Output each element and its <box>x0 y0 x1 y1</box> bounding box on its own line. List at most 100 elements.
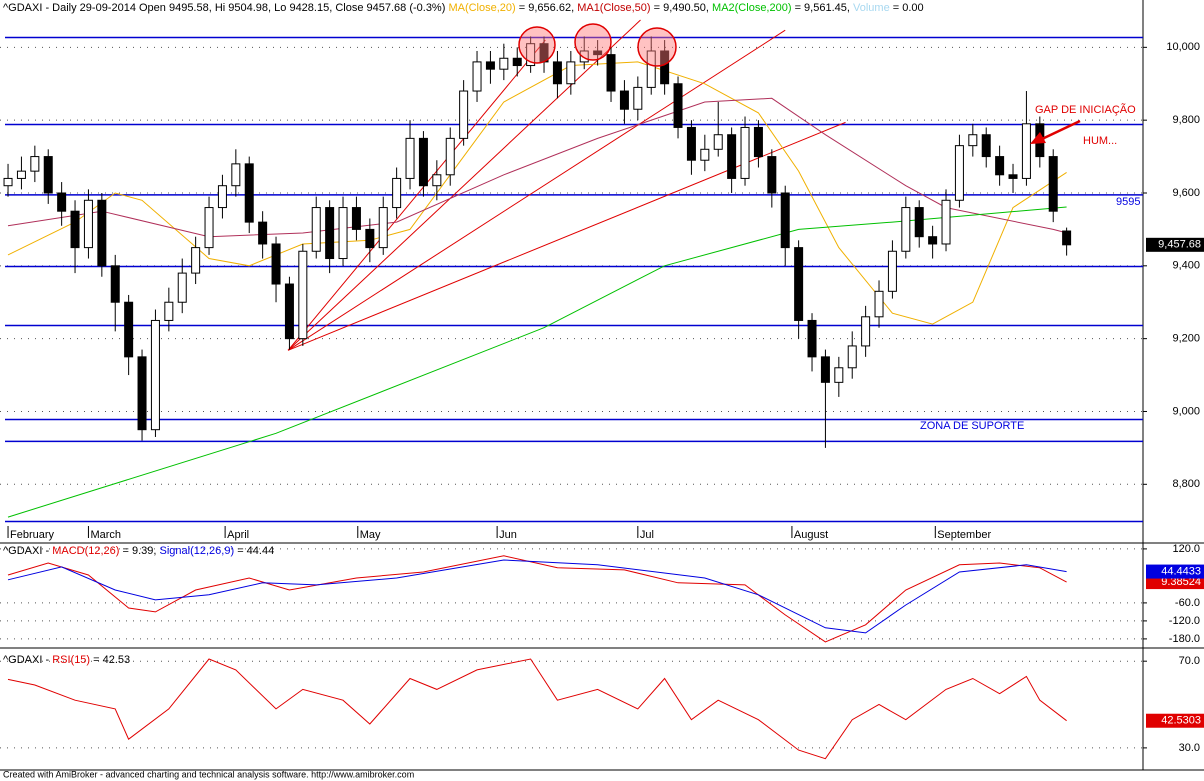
candle-body <box>311 207 321 252</box>
candle-body <box>244 163 254 223</box>
candle-body <box>30 156 40 172</box>
candle-body <box>780 192 790 249</box>
header-title: ^GDAXI - <box>3 545 49 557</box>
candle-body <box>901 207 911 252</box>
candle-body <box>445 137 455 176</box>
candle-body <box>204 207 214 249</box>
candle-body <box>673 83 683 128</box>
candle-body <box>794 247 804 321</box>
x-tick-label: May <box>360 529 381 541</box>
y-tick-label: -120.0 <box>1169 615 1200 627</box>
candle-body <box>258 221 268 245</box>
y-tick-label: 10,000 <box>1166 41 1200 53</box>
candle-body <box>16 170 26 179</box>
candle-body <box>928 236 938 245</box>
y-tick-label: 120.0 <box>1172 543 1200 555</box>
candle-body <box>968 134 978 147</box>
candle-body <box>753 126 763 158</box>
candle-body <box>70 210 80 249</box>
candle-body <box>1048 156 1058 212</box>
candle-body <box>432 174 442 187</box>
annotation: 9595 <box>1116 196 1140 208</box>
trend-line <box>287 29 786 351</box>
candle-body <box>847 345 857 369</box>
series-line <box>7 97 1067 238</box>
header: ^GDAXI - Daily 29-09-2014 Open 9495.58, … <box>3 2 924 14</box>
candle-body <box>164 301 174 321</box>
legend-entry: MACD(12,26) <box>52 545 119 557</box>
annotation: ZONA DE SUPORTE <box>920 420 1024 432</box>
candle-body <box>57 192 67 212</box>
trend-line <box>287 19 641 351</box>
candle-body <box>633 86 643 110</box>
series-line <box>7 555 1067 643</box>
candle-body <box>231 163 241 187</box>
candle-body <box>177 272 187 303</box>
value-box-label: 44.4433 <box>1161 565 1201 577</box>
y-tick-label: 9,800 <box>1172 114 1200 126</box>
legend-entry: MA(Close,20) <box>448 2 515 14</box>
candle-body <box>418 137 428 187</box>
candle-body <box>150 319 160 431</box>
trend-line <box>287 121 846 351</box>
value-box-label: 9,457.68 <box>1158 239 1201 251</box>
value-box-label: 9.38524 <box>1161 576 1201 588</box>
candle-body <box>619 90 629 110</box>
candle-body <box>298 250 308 340</box>
candle-body <box>807 319 817 358</box>
candle-body <box>981 134 991 158</box>
readout: = 44.44 <box>237 545 274 557</box>
header-title: ^GDAXI - <box>3 654 49 666</box>
readout: = 0.00 <box>893 2 924 14</box>
x-tick-label: Jul <box>640 529 654 541</box>
annotation: GAP DE INICIAÇÃO <box>1035 103 1136 116</box>
footer: Created with AmiBroker - advanced charti… <box>3 769 414 779</box>
candle-body <box>1021 123 1031 179</box>
x-tick-label: April <box>227 529 249 541</box>
value-box <box>1146 564 1204 579</box>
candle-body <box>83 199 93 249</box>
candle-body <box>954 145 964 201</box>
series-line <box>7 559 1067 634</box>
candle-body <box>43 156 53 194</box>
y-tick-label: -180.0 <box>1169 633 1200 645</box>
candle-body <box>284 283 294 340</box>
readout: = 42.53 <box>93 654 130 666</box>
header: ^GDAXI - MACD(12,26) = 9.39, Signal(12,2… <box>3 545 274 557</box>
header-title: ^GDAXI - Daily 29-09-2014 Open 9495.58, … <box>3 2 445 14</box>
legend-entry: MA2(Close,200) <box>712 2 791 14</box>
value-box <box>1146 575 1204 590</box>
candle-body <box>660 50 670 85</box>
candle-body <box>405 137 415 179</box>
candle-body <box>97 199 107 267</box>
series-line <box>7 61 1067 325</box>
candle-body <box>338 207 348 260</box>
candle-body <box>861 316 871 347</box>
arrow <box>1041 119 1081 141</box>
candle-body <box>1008 174 1018 179</box>
candle-body <box>606 54 616 92</box>
candle-body <box>820 356 830 383</box>
series-line <box>7 658 1067 760</box>
candle-body <box>217 185 227 209</box>
marks: 8,800 9,000 9,200 9,400 9,600 9,800 10,000 Febr… <box>0 19 1204 760</box>
x-tick-label: March <box>90 529 121 541</box>
y-tick-label: 9,200 <box>1172 333 1200 345</box>
x-tick-label: September <box>937 529 991 541</box>
candle-body <box>124 301 134 358</box>
x-tick-label: February <box>10 529 55 541</box>
candle-body <box>351 207 361 230</box>
arrow-head <box>1030 132 1046 144</box>
candle-body <box>834 367 844 383</box>
highlight-circle <box>518 26 556 64</box>
candle-body <box>499 57 509 70</box>
annotation: HUM... <box>1083 135 1117 147</box>
candle-body <box>137 356 147 431</box>
readout: = 9,490.50, <box>654 2 709 14</box>
x-tick-label: August <box>794 529 828 541</box>
legend-entry: RSI(15) <box>52 654 90 666</box>
candle-body <box>392 177 402 209</box>
